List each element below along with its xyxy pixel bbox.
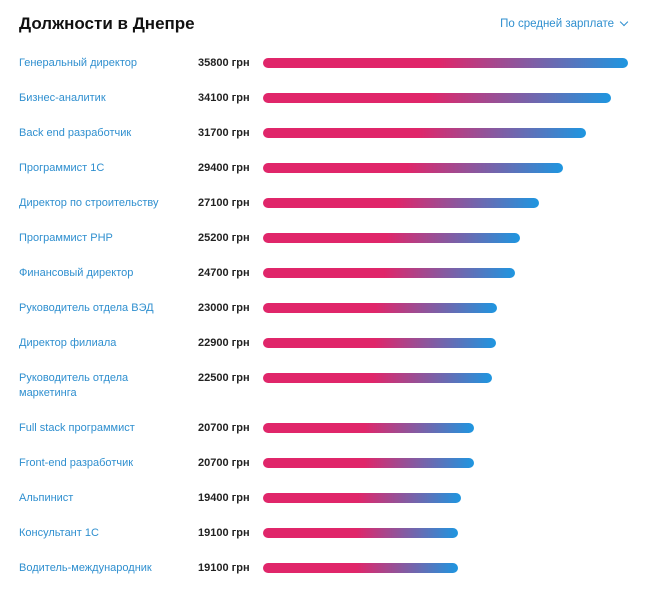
salary-bar xyxy=(263,528,458,538)
salary-bar xyxy=(263,233,520,243)
salary-bar xyxy=(263,303,498,313)
position-link[interactable]: Full stack программист xyxy=(19,422,135,434)
position-link[interactable]: Консультант 1С xyxy=(19,527,99,539)
salary-value: 22900 грн xyxy=(198,337,250,349)
salary-value: 22500 грн xyxy=(198,372,250,384)
salary-value: 35800 грн xyxy=(198,57,250,69)
salary-value: 20700 грн xyxy=(198,457,250,469)
salary-chart: Генеральный директор 35800 грн Бизнес-анал… xyxy=(0,55,645,595)
chart-row: Бизнес-аналитик 34100 грн xyxy=(0,90,645,125)
position-link[interactable]: Финансовый директор xyxy=(19,267,134,279)
salary-bar xyxy=(263,163,563,173)
sort-dropdown[interactable]: По средней зарплате xyxy=(500,17,629,30)
position-link[interactable]: Front-end разработчик xyxy=(19,457,134,469)
page-title: Должности в Днепре xyxy=(19,14,195,33)
salary-bar xyxy=(263,458,475,468)
salary-bar xyxy=(263,338,497,348)
chart-row: Водитель-международник 19100 грн xyxy=(0,560,645,595)
position-link[interactable]: Программист PHP xyxy=(19,232,113,244)
chart-row: Финансовый директор 24700 грн xyxy=(0,265,645,300)
salary-bar xyxy=(263,93,611,103)
position-link[interactable]: Водитель-международник xyxy=(19,562,152,574)
chart-row: Директор филиала 22900 грн xyxy=(0,335,645,370)
salary-bar xyxy=(263,198,540,208)
salary-value: 27100 грн xyxy=(198,197,250,209)
sort-label: По средней зарплате xyxy=(500,18,614,30)
position-link[interactable]: Бизнес-аналитик xyxy=(19,92,106,104)
salary-value: 25200 грн xyxy=(198,232,250,244)
chart-row: Директор по строительству 27100 грн xyxy=(0,195,645,230)
salary-value: 34100 грн xyxy=(198,92,250,104)
salary-bar xyxy=(263,493,461,503)
chevron-down-icon xyxy=(619,17,629,27)
position-link[interactable]: Альпинист xyxy=(19,492,74,504)
salary-bar xyxy=(263,268,515,278)
salary-bar xyxy=(263,128,587,138)
chart-row: Full stack программист 20700 грн xyxy=(0,420,645,455)
chart-row: Программист PHP 25200 грн xyxy=(0,230,645,265)
position-link[interactable]: Директор филиала xyxy=(19,337,117,349)
chart-row: Руководитель отдела ВЭД 23000 грн xyxy=(0,300,645,335)
position-link[interactable]: Генеральный директор xyxy=(19,57,137,69)
salary-value: 24700 грн xyxy=(198,267,250,279)
salary-bar xyxy=(263,423,475,433)
salary-bar xyxy=(263,373,493,383)
chart-row: Front-end разработчик 20700 грн xyxy=(0,455,645,490)
chart-row: Руководитель отдела маркетинга 22500 грн xyxy=(0,370,645,420)
position-link[interactable]: Руководитель отдела ВЭД xyxy=(19,302,154,314)
salary-value: 23000 грн xyxy=(198,302,250,314)
position-link[interactable]: Программист 1С xyxy=(19,162,105,174)
salary-value: 19400 грн xyxy=(198,492,250,504)
salary-bar xyxy=(263,58,628,68)
salary-value: 19100 грн xyxy=(198,562,250,574)
position-link[interactable]: Руководитель отдела маркетинга xyxy=(19,372,129,399)
chart-row: Альпинист 19400 грн xyxy=(0,490,645,525)
salary-value: 19100 грн xyxy=(198,527,250,539)
salary-bar xyxy=(263,563,458,573)
salary-value: 31700 грн xyxy=(198,127,250,139)
salary-value: 20700 грн xyxy=(198,422,250,434)
position-link[interactable]: Директор по строительству xyxy=(19,197,159,209)
chart-row: Консультант 1С 19100 грн xyxy=(0,525,645,560)
chart-row: Back end разработчик 31700 грн xyxy=(0,125,645,160)
position-link[interactable]: Back end разработчик xyxy=(19,127,132,139)
salary-value: 29400 грн xyxy=(198,162,250,174)
chart-row: Программист 1С 29400 грн xyxy=(0,160,645,195)
chart-row: Генеральный директор 35800 грн xyxy=(0,55,645,90)
